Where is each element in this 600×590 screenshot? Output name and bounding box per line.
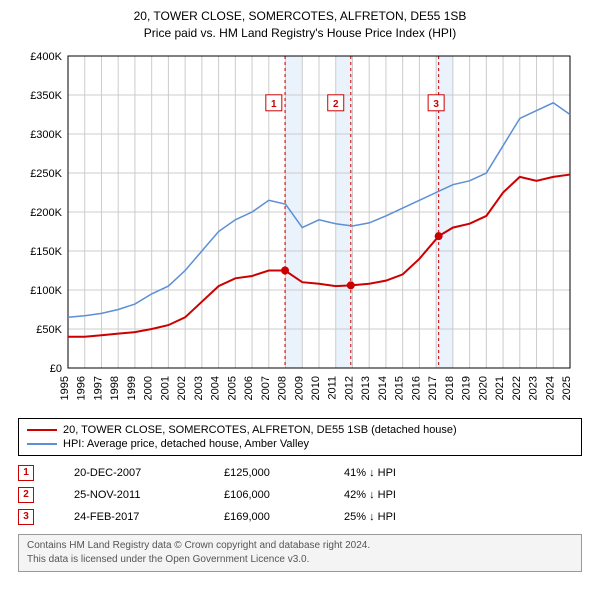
marker-price: £106,000 — [224, 489, 304, 501]
chart-area: £0 £50K £100K £150K £200K £250K £300K £350K £400… — [20, 48, 580, 408]
svg-text:£350K: £350K — [30, 90, 62, 102]
legend-label: 20, TOWER CLOSE, SOMERCOTES, ALFRETON, D… — [63, 424, 457, 436]
svg-text:£300K: £300K — [30, 129, 62, 141]
svg-text:2008: 2008 — [277, 376, 289, 400]
chart-svg: £0 £50K £100K £150K £200K £250K £300K £350K £400… — [20, 48, 580, 408]
svg-text:2005: 2005 — [226, 376, 238, 400]
marker-price: £169,000 — [224, 511, 304, 523]
svg-text:£100K: £100K — [30, 285, 62, 297]
svg-text:2022: 2022 — [511, 376, 523, 400]
footer-box: Contains HM Land Registry data © Crown c… — [18, 534, 582, 572]
svg-text:2010: 2010 — [310, 376, 322, 400]
svg-text:2001: 2001 — [159, 376, 171, 400]
markers-table: 1 20-DEC-2007 £125,000 41% ↓ HPI 2 25-NOV-201… — [18, 462, 582, 528]
svg-text:2003: 2003 — [193, 376, 205, 400]
marker-pct: 25% ↓ HPI — [344, 511, 434, 523]
svg-text:2: 2 — [333, 98, 339, 109]
svg-text:2019: 2019 — [461, 376, 473, 400]
marker-price: £125,000 — [224, 467, 304, 479]
svg-text:2024: 2024 — [544, 376, 556, 400]
legend-label: HPI: Average price, detached house, Ambe… — [63, 438, 309, 450]
svg-text:2015: 2015 — [394, 376, 406, 400]
svg-text:£50K: £50K — [36, 324, 62, 336]
svg-text:2017: 2017 — [427, 376, 439, 400]
svg-text:2021: 2021 — [494, 376, 506, 400]
svg-text:£200K: £200K — [30, 207, 62, 219]
svg-text:2020: 2020 — [477, 376, 489, 400]
marker-date: 20-DEC-2007 — [74, 467, 184, 479]
title-line-2: Price paid vs. HM Land Registry's House … — [8, 25, 592, 42]
svg-text:2016: 2016 — [410, 376, 422, 400]
svg-text:1997: 1997 — [92, 376, 104, 400]
svg-text:2011: 2011 — [327, 376, 339, 400]
marker-number-box: 2 — [18, 487, 34, 503]
chart-title-block: 20, TOWER CLOSE, SOMERCOTES, ALFRETON, D… — [8, 8, 592, 42]
legend-swatch — [27, 429, 57, 431]
svg-text:£150K: £150K — [30, 246, 62, 258]
footer-line-1: Contains HM Land Registry data © Crown c… — [27, 539, 573, 553]
svg-text:2002: 2002 — [176, 376, 188, 400]
marker-row: 2 25-NOV-2011 £106,000 42% ↓ HPI — [18, 484, 582, 506]
svg-text:1995: 1995 — [59, 376, 71, 400]
marker-row: 3 24-FEB-2017 £169,000 25% ↓ HPI — [18, 506, 582, 528]
svg-text:2025: 2025 — [561, 376, 573, 400]
svg-text:2023: 2023 — [528, 376, 540, 400]
svg-text:£250K: £250K — [30, 168, 62, 180]
svg-text:2000: 2000 — [143, 376, 155, 400]
svg-text:1996: 1996 — [76, 376, 88, 400]
marker-pct: 41% ↓ HPI — [344, 467, 434, 479]
marker-date: 24-FEB-2017 — [74, 511, 184, 523]
marker-pct: 42% ↓ HPI — [344, 489, 434, 501]
svg-text:£400K: £400K — [30, 51, 62, 63]
svg-text:2012: 2012 — [343, 376, 355, 400]
svg-text:3: 3 — [433, 98, 439, 109]
svg-text:2014: 2014 — [377, 376, 389, 400]
legend-row: HPI: Average price, detached house, Ambe… — [27, 437, 573, 451]
footer-line-2: This data is licensed under the Open Gov… — [27, 553, 573, 567]
svg-text:2018: 2018 — [444, 376, 456, 400]
svg-text:2013: 2013 — [360, 376, 372, 400]
legend-box: 20, TOWER CLOSE, SOMERCOTES, ALFRETON, D… — [18, 418, 582, 456]
title-line-1: 20, TOWER CLOSE, SOMERCOTES, ALFRETON, D… — [8, 8, 592, 25]
svg-text:2006: 2006 — [243, 376, 255, 400]
svg-text:2009: 2009 — [293, 376, 305, 400]
marker-number-box: 1 — [18, 465, 34, 481]
marker-date: 25-NOV-2011 — [74, 489, 184, 501]
svg-text:2004: 2004 — [210, 376, 222, 400]
marker-number-box: 3 — [18, 509, 34, 525]
svg-text:1998: 1998 — [109, 376, 121, 400]
marker-row: 1 20-DEC-2007 £125,000 41% ↓ HPI — [18, 462, 582, 484]
legend-row: 20, TOWER CLOSE, SOMERCOTES, ALFRETON, D… — [27, 423, 573, 437]
svg-text:2007: 2007 — [260, 376, 272, 400]
svg-text:£0: £0 — [50, 363, 62, 375]
legend-swatch — [27, 443, 57, 445]
svg-text:1: 1 — [271, 98, 277, 109]
svg-text:1999: 1999 — [126, 376, 138, 400]
